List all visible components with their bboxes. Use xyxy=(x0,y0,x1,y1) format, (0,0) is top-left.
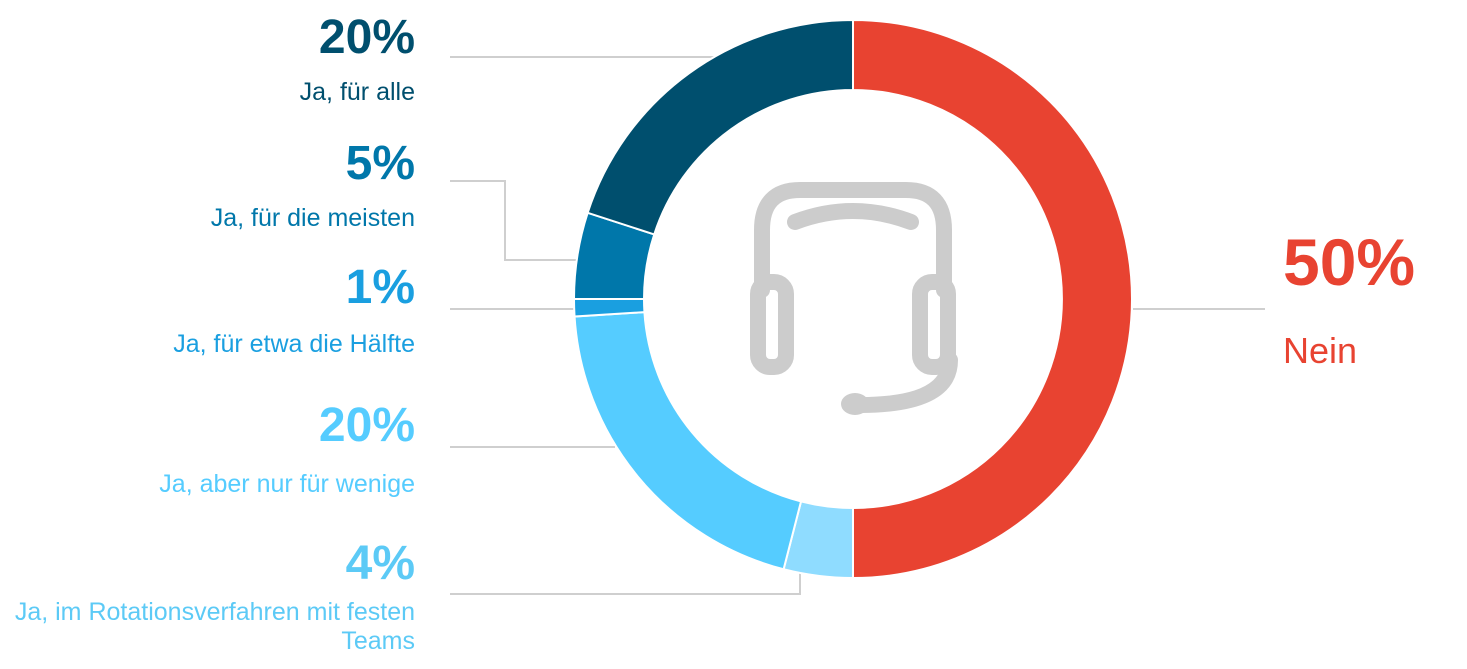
value-label: 20% xyxy=(318,399,415,452)
value-label: 20% xyxy=(318,11,415,64)
leader-line xyxy=(450,570,801,595)
category-label: Ja, aber nur für wenige xyxy=(159,470,415,498)
category-label: Ja, für alle xyxy=(299,78,415,106)
value-label: 50% xyxy=(1283,225,1416,299)
category-label: Nein xyxy=(1283,330,1358,371)
headset-icon xyxy=(750,182,958,413)
value-label: 4% xyxy=(345,537,415,590)
category-label: Ja, im Rotationsverfahren mit festen Tea… xyxy=(14,598,415,655)
headband-inner xyxy=(787,203,919,230)
earcup xyxy=(912,274,956,375)
value-label: 1% xyxy=(345,261,415,314)
donut-segment xyxy=(573,311,803,571)
category-label: Ja, für etwa die Hälfte xyxy=(173,330,415,358)
donut-segment xyxy=(586,18,854,236)
donut xyxy=(572,18,1133,580)
mic xyxy=(841,393,869,415)
headband xyxy=(754,182,952,298)
earcup xyxy=(750,274,794,375)
value-label: 5% xyxy=(345,137,415,190)
donut-segment xyxy=(852,18,1133,580)
mic-arm xyxy=(852,352,958,413)
leader-lines xyxy=(450,56,1265,595)
category-label: Ja, für die meisten xyxy=(210,204,415,232)
leader-line xyxy=(450,180,578,261)
